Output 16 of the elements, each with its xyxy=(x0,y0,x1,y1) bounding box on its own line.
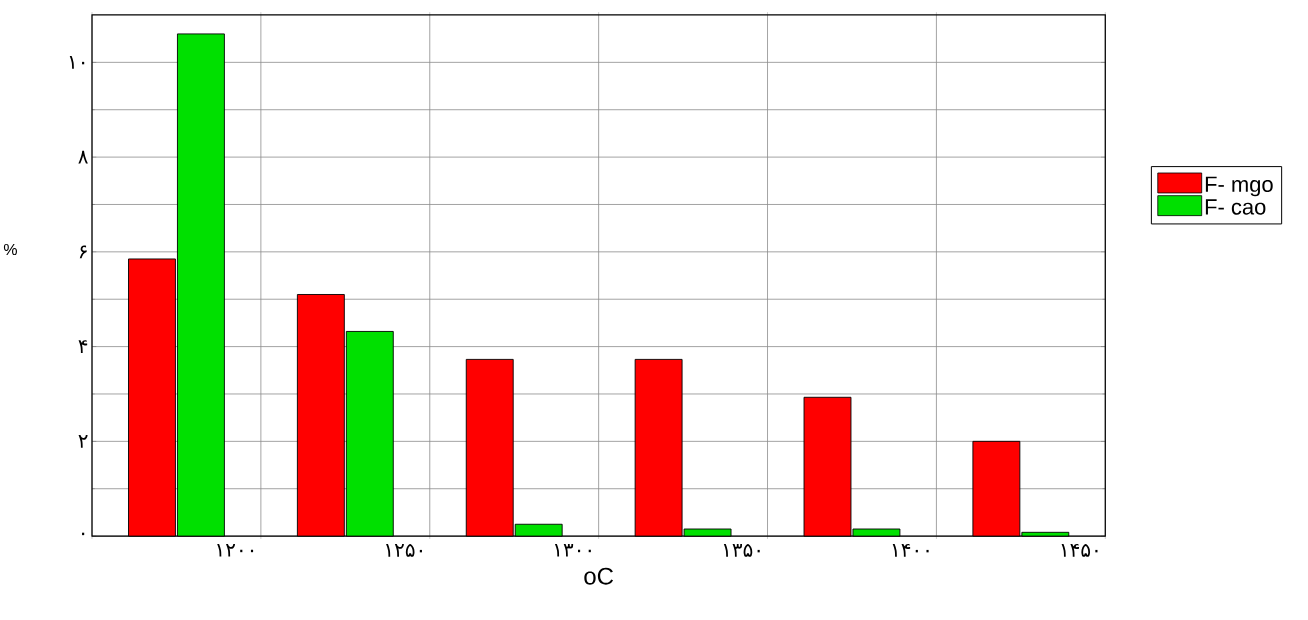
y-tick-label: ۱۰ xyxy=(69,56,85,69)
x-tick-label: ۱۳۰۰ xyxy=(554,543,591,557)
x-tick-label: ۱۲۰۰ xyxy=(217,543,254,557)
x-tick-label: ۱۴۰۰ xyxy=(892,543,929,557)
legend-label: F- mgo xyxy=(1205,176,1273,197)
y-tick-label: ۶ xyxy=(79,245,87,259)
x-tick-label: ۱۳۵۰ xyxy=(723,543,760,557)
x-axis-title: oC xyxy=(584,567,614,585)
y-tick-label: ۴ xyxy=(78,340,88,354)
y-tick-label: ۸ xyxy=(78,150,88,164)
y-tick-label: ۰ xyxy=(82,532,85,536)
y-axis-title: % xyxy=(3,243,17,256)
x-tick-label: ۱۲۵۰ xyxy=(386,543,422,557)
x-tick-label: ۱۴۵۰ xyxy=(1061,543,1098,557)
y-tick-label: ۲ xyxy=(78,435,88,448)
legend-label: F- cao xyxy=(1205,199,1266,215)
